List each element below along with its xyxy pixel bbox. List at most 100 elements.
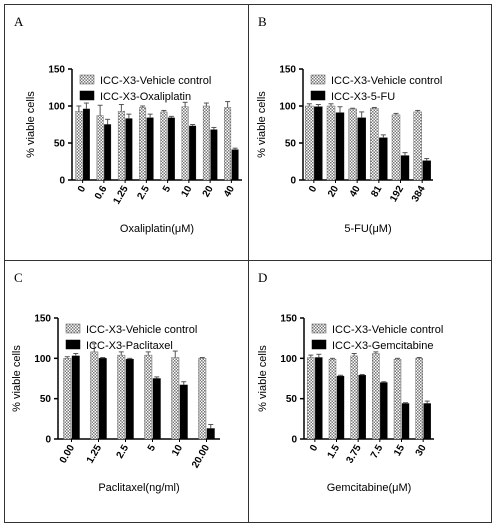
x-tick-label: 0 [76, 184, 89, 195]
legend-label: ICC-X3-Paclitaxel [86, 340, 173, 352]
legend-label: ICC-X3-5-FU [331, 91, 395, 103]
bar-treatment [210, 129, 218, 181]
y-tick-label: 50 [286, 394, 298, 405]
y-tick-label: 100 [279, 102, 296, 113]
y-axis-title: % viable cells [256, 91, 268, 158]
x-tick-label: 0 [308, 443, 321, 454]
bar-treatment [358, 375, 366, 440]
x-tick-label: 20.00 [190, 443, 212, 471]
x-tick-label: 2.5 [115, 443, 132, 461]
panel-a: A 0 50 100 150 % viable cells 0 0.6 1.25 2.5 5 10 20… [4, 4, 249, 261]
legend-label: ICC-X3-Oxaliplatin [100, 91, 191, 103]
bar-vehicle [160, 111, 168, 181]
panel-letter: A [14, 14, 24, 29]
y-tick-label: 150 [48, 65, 65, 76]
y-tick-label: 100 [48, 102, 65, 113]
x-axis-title: Gemcitabine(μM) [327, 482, 412, 494]
x-tick-label: 0.6 [93, 184, 110, 202]
legend-swatch-vehicle [79, 74, 95, 85]
bar-vehicle [202, 105, 210, 181]
panel-frame [248, 260, 492, 523]
bar-vehicle [415, 358, 423, 440]
x-tick-label: 384 [410, 184, 428, 204]
x-tick-label: 40 [348, 184, 363, 200]
x-tick-label: 30 [414, 443, 429, 459]
bar-vehicle [393, 358, 402, 440]
y-tick-label: 0 [45, 435, 51, 446]
bar-vehicle [139, 107, 147, 181]
legend-label: ICC-X3-Vehicle control [331, 75, 442, 87]
y-tick-label: 50 [40, 394, 52, 405]
bar-treatment [152, 378, 161, 440]
legend-swatch-treatment [311, 339, 327, 350]
bar-vehicle [96, 115, 104, 181]
bar-vehicle [348, 108, 357, 181]
x-axis-title: 5-FU(μM) [344, 223, 391, 235]
bar-treatment [336, 375, 345, 440]
x-tick-label: 10 [170, 443, 185, 459]
bar-treatment [98, 358, 107, 440]
bar-vehicle [144, 354, 153, 440]
legend-swatch-vehicle [311, 323, 327, 334]
x-tick-label: 81 [369, 184, 384, 200]
bar-vehicle [198, 358, 207, 440]
x-tick-label: 0 [307, 184, 320, 195]
y-tick-label: 0 [291, 435, 297, 446]
legend-label: ICC-X3-Gemcitabine [332, 340, 433, 352]
bar-treatment [357, 117, 366, 181]
x-tick-label: 20 [201, 184, 216, 200]
bar-vehicle [391, 114, 401, 181]
x-axis-title: Oxaliplatin(μM) [120, 223, 194, 235]
x-tick-label: 5 [146, 443, 159, 454]
x-tick-label: 20 [326, 184, 341, 200]
bar-vehicle [90, 351, 99, 440]
x-tick-label: 7.5 [369, 443, 386, 461]
bar-treatment [125, 118, 133, 181]
legend-swatch-treatment [65, 339, 81, 350]
y-tick-label: 50 [54, 139, 66, 150]
y-tick-label: 0 [290, 176, 296, 187]
y-tick-label: 150 [279, 65, 296, 76]
bar-vehicle [307, 357, 315, 440]
bar-vehicle [326, 105, 336, 181]
bar-treatment [314, 106, 323, 181]
bar-vehicle [224, 107, 232, 181]
x-tick-label: 5 [161, 184, 174, 195]
legend-label: ICC-X3-Vehicle control [332, 324, 443, 336]
bar-treatment [125, 358, 134, 440]
bar-treatment [82, 108, 90, 181]
bar-vehicle [171, 357, 180, 440]
x-tick-label: 1.25 [111, 184, 130, 207]
bar-treatment [422, 160, 431, 181]
y-tick-label: 150 [34, 314, 51, 325]
legend-swatch-vehicle [65, 323, 81, 334]
bar-vehicle [413, 111, 422, 181]
panel-letter: C [14, 270, 23, 285]
x-tick-label: 1.25 [85, 443, 104, 466]
panel-b: B 0 50 100 150 % viable cells 0 20 40 81 192 384 5-F… [248, 4, 492, 261]
bar-vehicle [350, 355, 358, 440]
bar-treatment [231, 149, 239, 181]
bar-treatment [179, 384, 188, 440]
legend-swatch-treatment [79, 90, 95, 101]
bar-treatment [189, 125, 197, 181]
bar-treatment [401, 403, 410, 440]
x-axis-title: Paclitaxel(ng/ml) [98, 482, 179, 494]
bar-vehicle [63, 358, 72, 440]
x-tick-label: 0.00 [58, 443, 77, 466]
x-tick-label: 2.5 [135, 184, 152, 202]
legend-label: ICC-X3-Vehicle control [86, 324, 197, 336]
bar-vehicle [75, 110, 83, 181]
bar-vehicle [117, 354, 126, 440]
x-tick-label: 192 [388, 184, 406, 204]
bar-vehicle [328, 358, 337, 440]
bar-vehicle [305, 105, 314, 181]
bar-vehicle [181, 106, 189, 181]
bar-treatment [379, 137, 388, 181]
y-tick-label: 100 [34, 354, 51, 365]
x-tick-label: 1.5 [326, 443, 343, 461]
bar-treatment [380, 382, 388, 440]
y-axis-title: % viable cells [257, 345, 269, 412]
y-axis-title: % viable cells [11, 345, 23, 412]
